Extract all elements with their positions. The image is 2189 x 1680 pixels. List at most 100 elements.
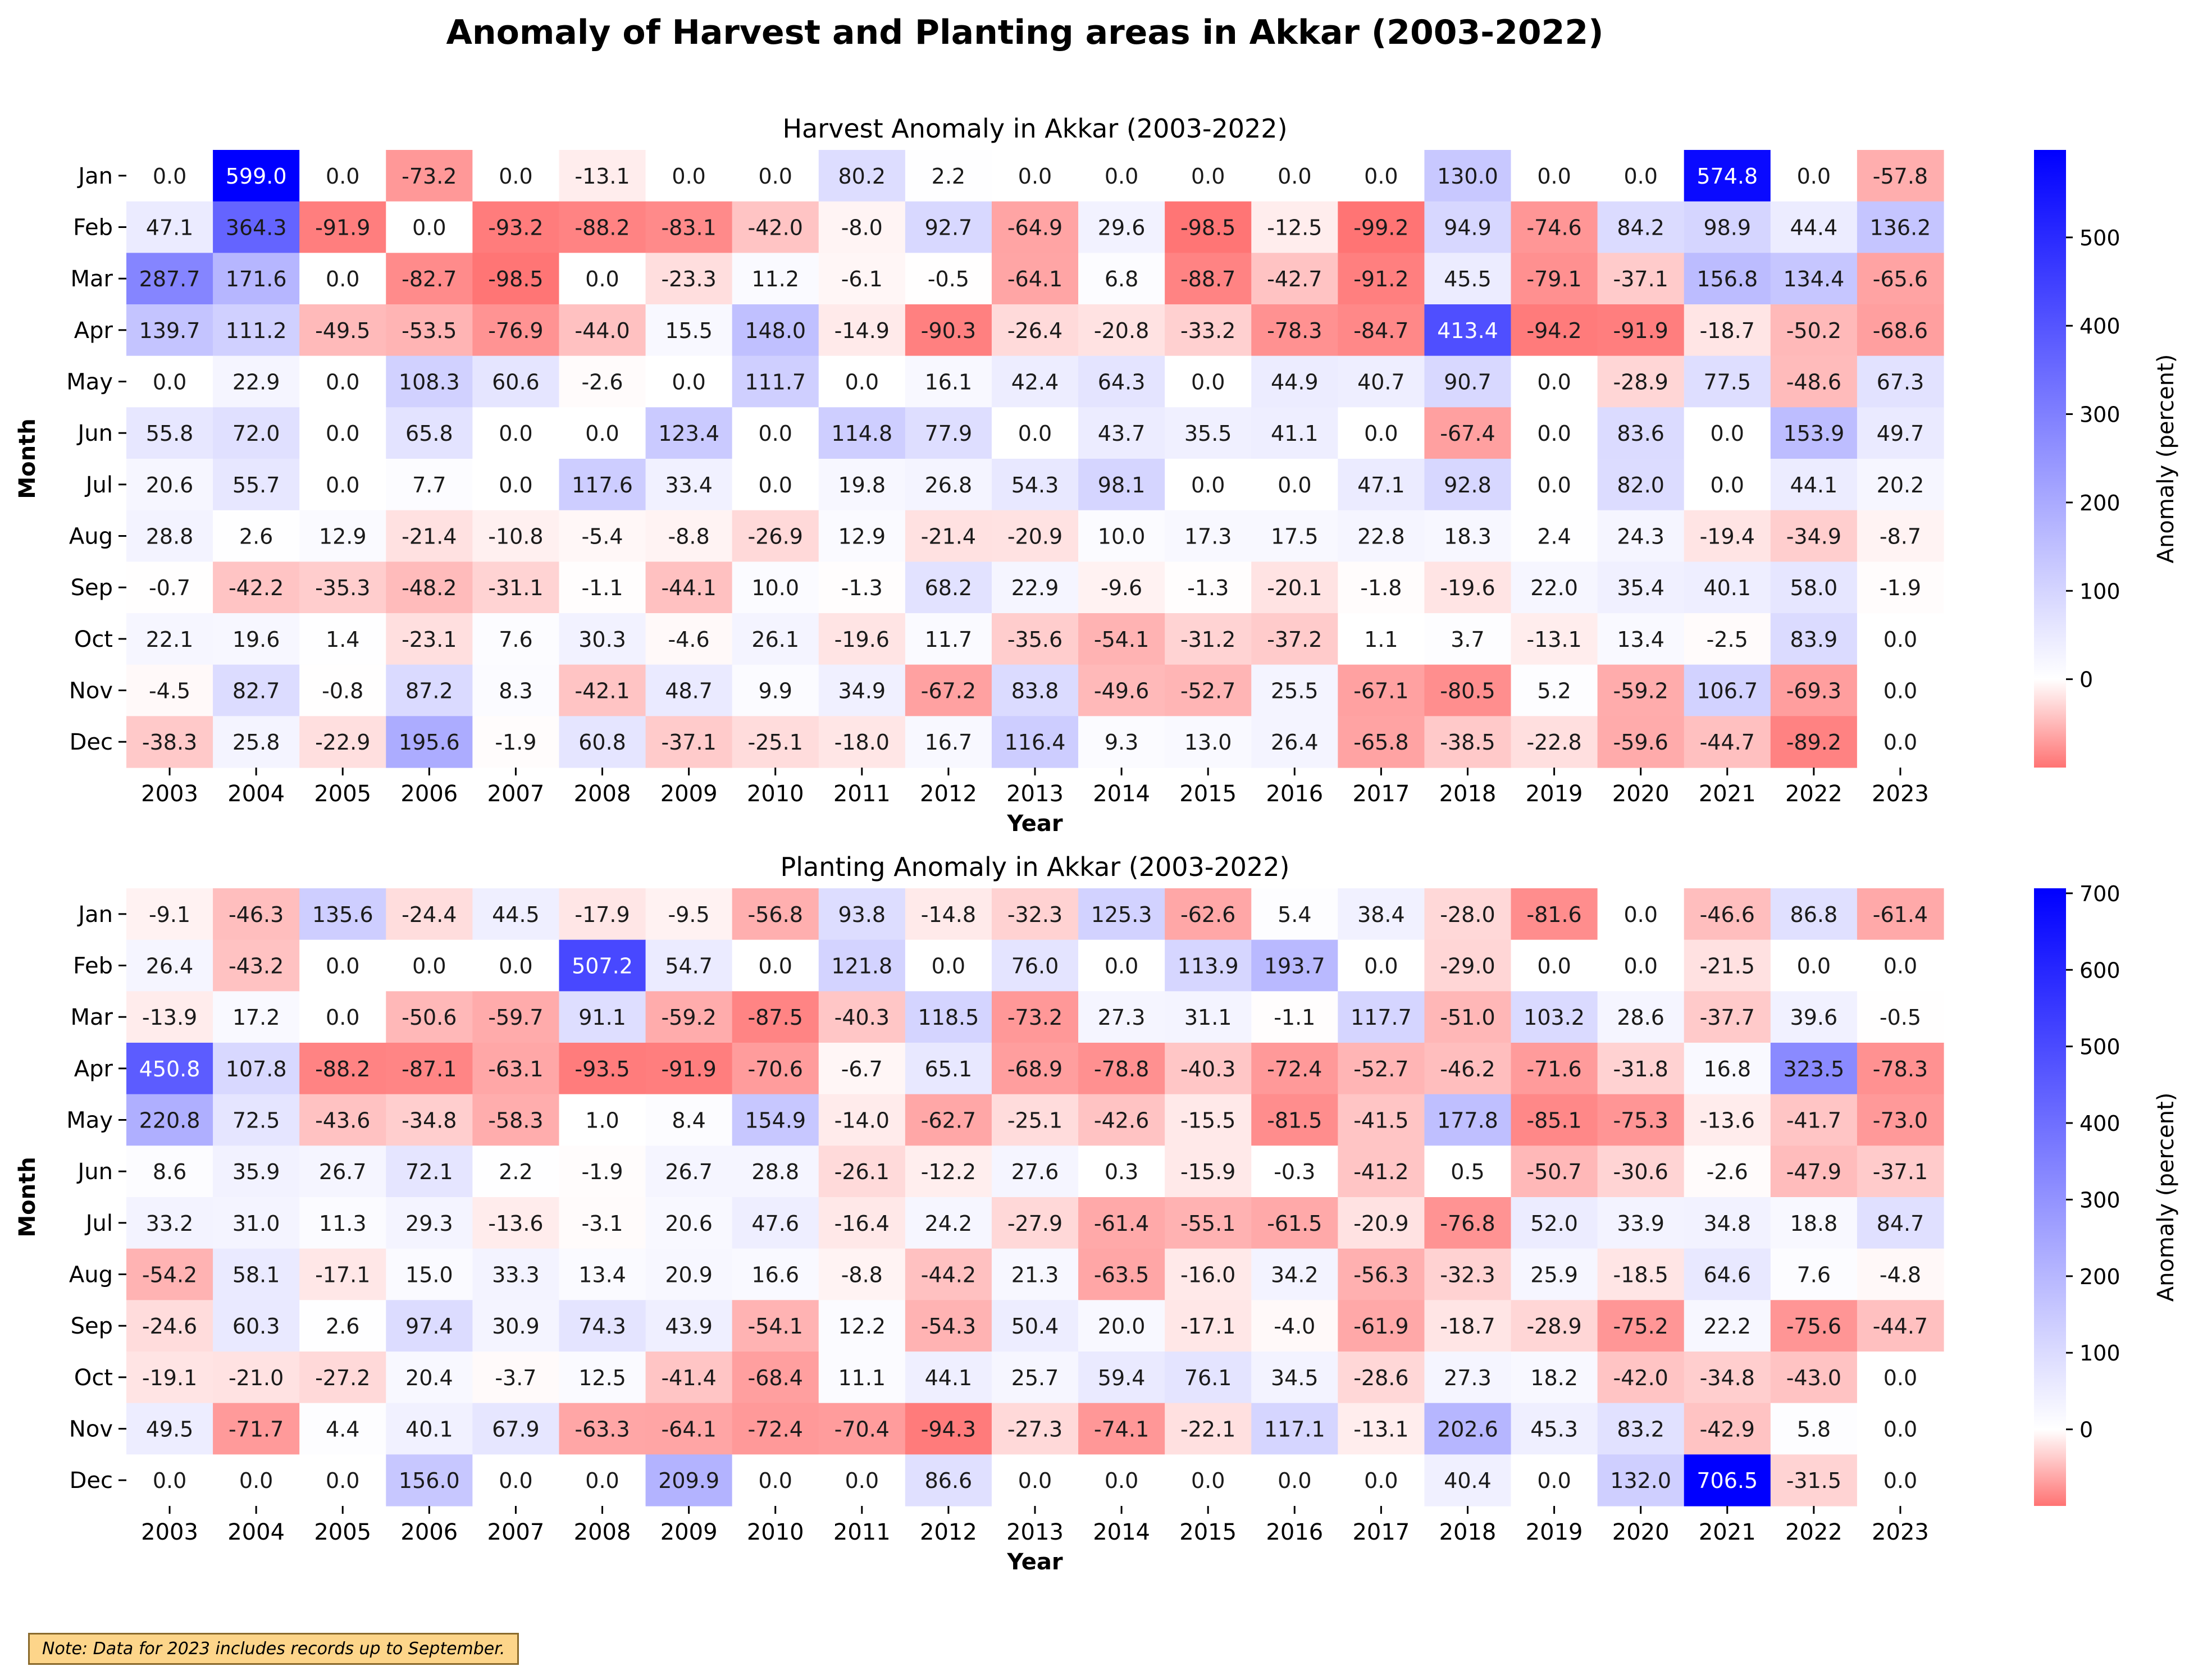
y-tick-label: Jun — [76, 1159, 113, 1185]
heatmap-cell — [732, 1094, 819, 1146]
cell-value-label: -18.5 — [1613, 1263, 1668, 1288]
cell-value-label: -42.7 — [1267, 267, 1322, 291]
heatmap-cell — [645, 1145, 733, 1198]
heatmap-cell — [1684, 304, 1771, 357]
heatmap-cell — [559, 888, 646, 941]
heatmap-cell — [1078, 1094, 1165, 1146]
heatmap-cell — [1251, 1454, 1338, 1506]
cell-value-label: 12.9 — [838, 524, 886, 549]
cell-value-label: 45.5 — [1444, 267, 1492, 291]
cell-value-label: 64.6 — [1703, 1263, 1751, 1288]
cell-value-label: 0.0 — [1884, 1366, 1917, 1390]
heatmap-cell — [1511, 1300, 1598, 1352]
heatmap-cell — [645, 459, 733, 511]
colorbar-tick-label: 400 — [2079, 314, 2120, 339]
cell-value-label: -27.2 — [315, 1366, 370, 1390]
heatmap-cell — [386, 253, 473, 305]
heatmap-cell — [1251, 1197, 1338, 1249]
cell-value-label: 0.0 — [1537, 421, 1571, 446]
heatmap-cell — [299, 716, 386, 768]
heatmap-cell — [126, 304, 213, 357]
cell-value-label: 83.8 — [1011, 679, 1059, 704]
cell-value-label: 18.2 — [1530, 1366, 1578, 1390]
cell-value-label: 11.1 — [838, 1366, 886, 1390]
cell-value-label: 8.3 — [499, 679, 532, 704]
cell-value-label: 0.0 — [499, 1468, 532, 1493]
heatmap-cell — [1857, 1094, 1944, 1146]
cell-value-label: 68.2 — [925, 576, 973, 600]
x-tick-label: 2008 — [574, 781, 631, 807]
heatmap-cell — [559, 1094, 646, 1146]
heatmap-cell — [1511, 561, 1598, 614]
cell-value-label: 59.4 — [1098, 1366, 1146, 1390]
colorbar-tick-label: 300 — [2079, 1188, 2120, 1212]
heatmap-cell — [1857, 1403, 1944, 1455]
heatmap-cell — [1511, 1197, 1598, 1249]
heatmap-cell — [1684, 1094, 1771, 1146]
heatmap-cell — [1251, 407, 1338, 459]
heatmap-cell — [213, 991, 300, 1043]
heatmap-cell — [559, 939, 646, 992]
y-tick-label: Apr — [74, 318, 113, 344]
heatmap-cell — [126, 1197, 213, 1249]
heatmap-cell — [1338, 561, 1425, 614]
heatmap-cell — [213, 613, 300, 665]
heatmap-cell — [818, 407, 906, 459]
cell-value-label: -3.7 — [495, 1366, 536, 1390]
cell-value-label: -21.5 — [1700, 954, 1755, 979]
heatmap-cell — [1770, 613, 1858, 665]
y-tick-label: Oct — [74, 1365, 113, 1391]
heatmap-cell — [1857, 664, 1944, 716]
x-tick-label: 2015 — [1179, 781, 1237, 807]
cell-value-label: 136.2 — [1870, 216, 1931, 240]
x-tick-label: 2017 — [1352, 781, 1410, 807]
cell-value-label: -12.5 — [1267, 216, 1322, 240]
cell-value-label: -88.2 — [315, 1057, 370, 1081]
heatmap-cell — [1511, 888, 1598, 941]
cell-value-label: -23.3 — [661, 267, 716, 291]
heatmap-cell — [126, 459, 213, 511]
heatmap-cell — [645, 407, 733, 459]
cell-value-label: 47.1 — [1357, 473, 1405, 497]
heatmap-cell — [126, 888, 213, 941]
cell-value-label: 67.9 — [492, 1417, 540, 1442]
heatmap-cell — [1684, 1145, 1771, 1198]
cell-value-label: 0.0 — [499, 421, 532, 446]
cell-value-label: -1.1 — [581, 576, 623, 600]
cell-value-label: 26.8 — [925, 473, 973, 497]
x-tick-label: 2009 — [660, 1519, 718, 1545]
cell-value-label: -33.2 — [1180, 318, 1235, 343]
cell-value-label: -44.1 — [661, 576, 716, 600]
cell-value-label: 72.1 — [405, 1159, 453, 1184]
cell-value-label: 72.5 — [232, 1108, 280, 1133]
cell-value-label: -41.7 — [1786, 1108, 1841, 1133]
cell-value-label: 0.0 — [499, 164, 532, 189]
cell-value-label: 108.3 — [399, 370, 460, 395]
heatmap-cell — [732, 1197, 819, 1249]
cell-value-label: 39.6 — [1790, 1005, 1838, 1030]
cell-value-label: 22.2 — [1703, 1314, 1751, 1339]
heatmap-cell — [991, 1352, 1079, 1404]
heatmap-cell — [213, 716, 300, 768]
heatmap-cell — [1511, 407, 1598, 459]
heatmap-cell — [1078, 1300, 1165, 1352]
figure-title: Anomaly of Harvest and Planting areas in… — [446, 13, 1603, 52]
cell-value-label: -34.9 — [1786, 524, 1841, 549]
heatmap-cell — [1165, 1300, 1252, 1352]
heatmap-cell — [559, 1043, 646, 1095]
cell-value-label: 49.5 — [146, 1417, 194, 1442]
cell-value-label: 287.7 — [139, 267, 200, 291]
x-tick-label: 2021 — [1699, 781, 1756, 807]
cell-value-label: 22.9 — [232, 370, 280, 395]
cell-value-label: 17.5 — [1271, 524, 1319, 549]
heatmap-cell — [1165, 355, 1252, 408]
heatmap-cell — [991, 664, 1079, 716]
cell-value-label: -26.4 — [1007, 318, 1062, 343]
heatmap-cell — [1165, 1197, 1252, 1249]
cell-value-label: 12.5 — [578, 1366, 626, 1390]
heatmap-cell — [472, 304, 560, 357]
panel-title: Harvest Anomaly in Akkar (2003-2022) — [782, 113, 1287, 144]
x-tick-label: 2005 — [314, 1519, 371, 1545]
cell-value-label: 20.2 — [1877, 473, 1925, 497]
y-tick-label: Mar — [71, 266, 113, 292]
